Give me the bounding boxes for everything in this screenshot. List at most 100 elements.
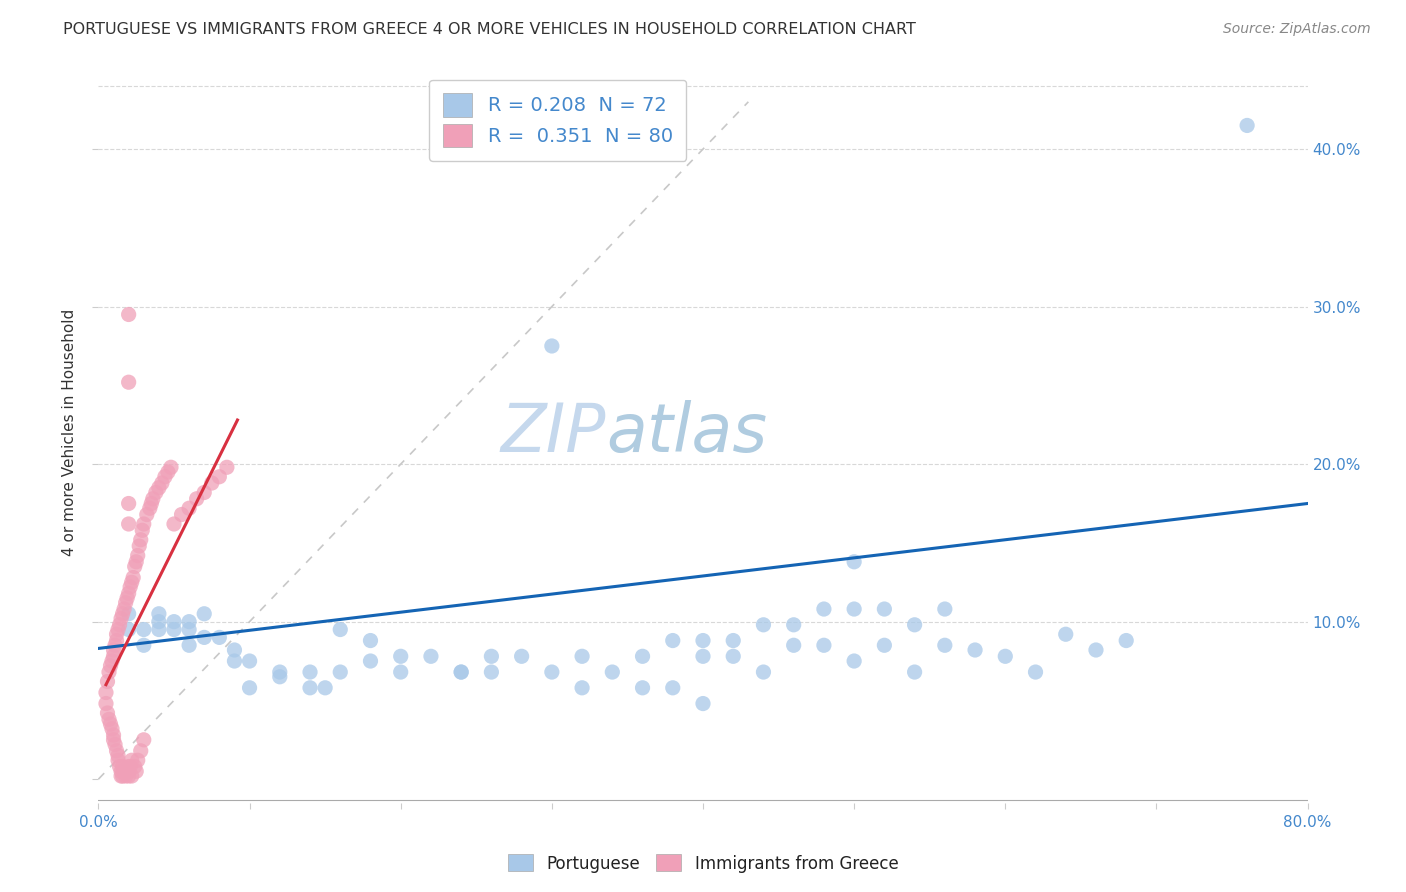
Point <box>934 602 956 616</box>
Point <box>115 591 138 605</box>
Text: atlas: atlas <box>606 400 768 466</box>
Point <box>723 649 745 664</box>
Point <box>208 469 231 483</box>
Point <box>156 465 179 479</box>
Point <box>104 638 127 652</box>
Point <box>481 665 503 679</box>
Point <box>179 623 201 637</box>
Point <box>118 623 141 637</box>
Point <box>239 681 262 695</box>
Point <box>602 665 624 679</box>
Point <box>103 649 125 664</box>
Point <box>994 649 1017 664</box>
Point <box>170 508 193 522</box>
Point <box>103 732 125 747</box>
Point <box>94 697 117 711</box>
Point <box>111 769 134 783</box>
Point <box>783 617 806 632</box>
Point <box>96 706 118 720</box>
Point <box>103 643 125 657</box>
Point <box>141 496 163 510</box>
Point <box>120 580 142 594</box>
Point <box>692 697 714 711</box>
Point <box>107 748 129 763</box>
Text: Source: ZipAtlas.com: Source: ZipAtlas.com <box>1223 22 1371 37</box>
Point <box>1115 633 1137 648</box>
Point <box>107 753 129 767</box>
Point <box>128 539 150 553</box>
Point <box>118 607 141 621</box>
Point <box>783 638 806 652</box>
Point <box>148 615 170 629</box>
Point <box>100 658 122 673</box>
Point <box>105 627 128 641</box>
Point <box>105 633 128 648</box>
Point <box>105 744 128 758</box>
Point <box>118 375 141 389</box>
Point <box>112 602 135 616</box>
Point <box>186 491 208 506</box>
Point <box>98 665 121 679</box>
Point <box>215 460 238 475</box>
Point <box>148 623 170 637</box>
Point <box>450 665 472 679</box>
Point <box>314 681 336 695</box>
Point <box>124 559 146 574</box>
Point <box>179 615 201 629</box>
Point <box>329 665 352 679</box>
Point <box>193 607 215 621</box>
Point <box>661 633 683 648</box>
Point <box>193 631 215 645</box>
Point <box>132 638 155 652</box>
Point <box>96 674 118 689</box>
Point <box>934 638 956 652</box>
Point <box>752 617 775 632</box>
Point <box>124 759 146 773</box>
Point <box>111 607 134 621</box>
Point <box>118 769 141 783</box>
Point <box>224 643 246 657</box>
Point <box>139 501 162 516</box>
Point <box>145 485 167 500</box>
Point <box>114 596 136 610</box>
Point <box>132 516 155 531</box>
Point <box>904 665 927 679</box>
Point <box>111 759 134 773</box>
Point <box>115 764 138 779</box>
Point <box>450 665 472 679</box>
Point <box>329 623 352 637</box>
Point <box>118 308 141 322</box>
Point <box>120 759 142 773</box>
Point <box>163 623 186 637</box>
Point <box>813 602 835 616</box>
Point <box>125 764 148 779</box>
Point <box>844 602 866 616</box>
Point <box>160 460 183 475</box>
Point <box>110 769 132 783</box>
Point <box>299 665 322 679</box>
Point <box>723 633 745 648</box>
Point <box>118 516 141 531</box>
Point <box>360 654 382 668</box>
Point <box>1236 119 1258 133</box>
Point <box>631 649 654 664</box>
Text: ZIP: ZIP <box>501 400 606 466</box>
Point <box>163 516 186 531</box>
Point <box>125 555 148 569</box>
Point <box>114 769 136 783</box>
Point <box>110 764 132 779</box>
Point <box>193 485 215 500</box>
Point <box>1054 627 1077 641</box>
Point <box>101 722 124 736</box>
Point <box>110 611 132 625</box>
Point <box>873 602 896 616</box>
Point <box>389 665 412 679</box>
Point <box>844 555 866 569</box>
Point <box>1085 643 1108 657</box>
Point <box>129 744 152 758</box>
Legend: Portuguese, Immigrants from Greece: Portuguese, Immigrants from Greece <box>501 847 905 880</box>
Point <box>127 753 149 767</box>
Point <box>142 491 165 506</box>
Point <box>1024 665 1046 679</box>
Point <box>571 681 593 695</box>
